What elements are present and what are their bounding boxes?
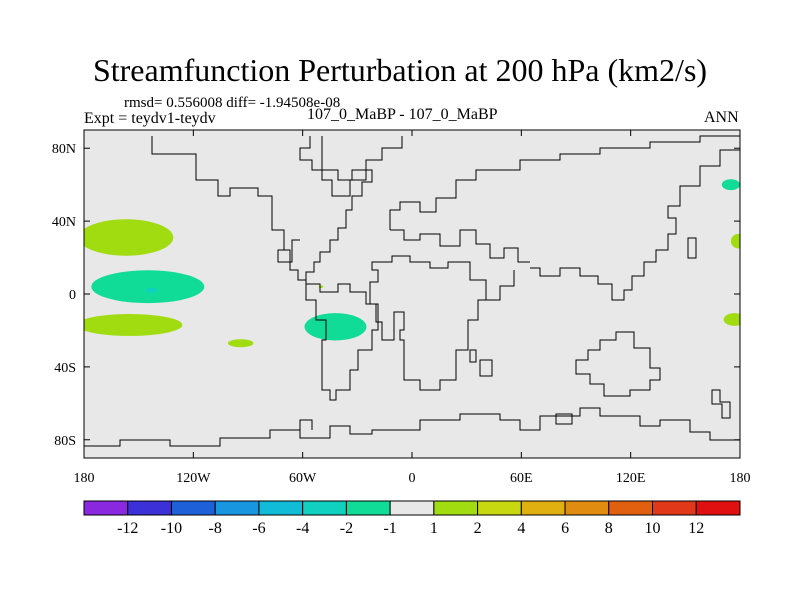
coastline-north-america bbox=[151, 136, 373, 281]
colorbar-swatch bbox=[608, 500, 654, 516]
colorbar-label: 2 bbox=[474, 520, 482, 537]
coastline-japan bbox=[687, 237, 697, 259]
contour-region bbox=[304, 313, 367, 341]
coastline-asia-east bbox=[530, 149, 740, 301]
colorbar: -12 -10 -8 -6 -4 -2 -1 1 2 4 6 8 10 12 bbox=[83, 500, 741, 537]
x-tick-label: 120W bbox=[176, 471, 211, 486]
colorbar-label: 1 bbox=[430, 520, 438, 537]
colorbar-swatch bbox=[477, 500, 522, 516]
coastline-greenland bbox=[321, 136, 403, 197]
colorbar-label: 12 bbox=[688, 520, 704, 537]
contour-region bbox=[84, 314, 183, 336]
coastline-new-zealand bbox=[711, 389, 731, 419]
x-tick-label: 0 bbox=[409, 471, 416, 486]
contour-region bbox=[730, 233, 740, 249]
colorbar-swatch bbox=[302, 500, 347, 516]
y-tick-label: 40S bbox=[54, 361, 76, 376]
contour-region bbox=[145, 287, 157, 294]
colorbar-label: 4 bbox=[517, 520, 525, 537]
colorbar-label: -6 bbox=[252, 520, 265, 537]
colorbar-swatch bbox=[345, 500, 391, 516]
y-tick-label: 80S bbox=[54, 434, 76, 449]
experiment-label: Expt = teydv1-teydv bbox=[84, 110, 216, 127]
coastline-arabia bbox=[486, 270, 515, 301]
colorbar-swatch bbox=[520, 500, 566, 516]
coastlines bbox=[84, 135, 740, 447]
colorbar-swatch bbox=[258, 500, 304, 516]
coastline-antarctic-peninsula bbox=[299, 419, 313, 430]
coastline-mediterranean bbox=[390, 229, 530, 263]
contour-region bbox=[721, 179, 740, 191]
colorbar-swatch bbox=[564, 500, 610, 516]
colorbar-label: -1 bbox=[383, 520, 396, 537]
colorbar-label: -12 bbox=[117, 520, 138, 537]
colorbar-swatch bbox=[433, 500, 479, 516]
colorbar-label: 8 bbox=[605, 520, 613, 537]
chart-title: Streamfunction Perturbation at 200 hPa (… bbox=[92, 52, 708, 88]
contour-region bbox=[84, 219, 174, 256]
colorbar-label: 10 bbox=[645, 520, 661, 537]
case-label: 107_0_MaBP - 107_0_MaBP bbox=[307, 106, 498, 123]
coastline-africa bbox=[369, 255, 487, 391]
colorbar-swatch bbox=[83, 500, 129, 516]
coastline-madagascar bbox=[479, 359, 493, 377]
colorbar-swatch bbox=[389, 500, 435, 516]
colorbar-swatch bbox=[127, 500, 172, 516]
y-tick-label: 80N bbox=[52, 142, 76, 157]
x-tick-label: 60E bbox=[510, 471, 533, 486]
colorbar-swatch bbox=[695, 500, 741, 516]
x-tick-label: 60W bbox=[289, 471, 317, 486]
coastline-australia bbox=[575, 331, 661, 397]
x-tick-label: 180 bbox=[730, 471, 751, 486]
x-tick-label: 180 bbox=[74, 471, 95, 486]
x-tick-label: 120E bbox=[616, 471, 646, 486]
contour-region bbox=[723, 313, 740, 326]
y-tick-label: 40N bbox=[52, 215, 76, 230]
coastline-eurasia bbox=[389, 135, 740, 230]
contour-region bbox=[318, 285, 324, 288]
coastline-antarctica bbox=[84, 407, 740, 447]
contour-region bbox=[227, 339, 254, 348]
colorbar-label: -10 bbox=[161, 520, 182, 537]
colorbar-label: -8 bbox=[209, 520, 222, 537]
colorbar-label: -2 bbox=[340, 520, 353, 537]
stats-label: rmsd= 0.556008 diff= -1.94508e-08 bbox=[124, 95, 341, 111]
colorbar-label: 6 bbox=[561, 520, 569, 537]
season-label: ANN bbox=[704, 109, 739, 126]
colorbar-swatch bbox=[652, 500, 697, 516]
coastline-island bbox=[555, 413, 573, 425]
colorbar-swatch bbox=[170, 500, 216, 516]
y-tick-label: 0 bbox=[69, 288, 76, 303]
colorbar-swatch bbox=[214, 500, 260, 516]
axes: 180 120W 60W 0 60E 120E 180 80N 40N 0 40S 80S bbox=[52, 130, 751, 486]
colorbar-label: -4 bbox=[296, 520, 309, 537]
coastline-island bbox=[469, 349, 477, 363]
coastline-south-america bbox=[305, 280, 379, 401]
contour-region bbox=[91, 270, 205, 304]
coastline-central-america bbox=[277, 239, 300, 263]
